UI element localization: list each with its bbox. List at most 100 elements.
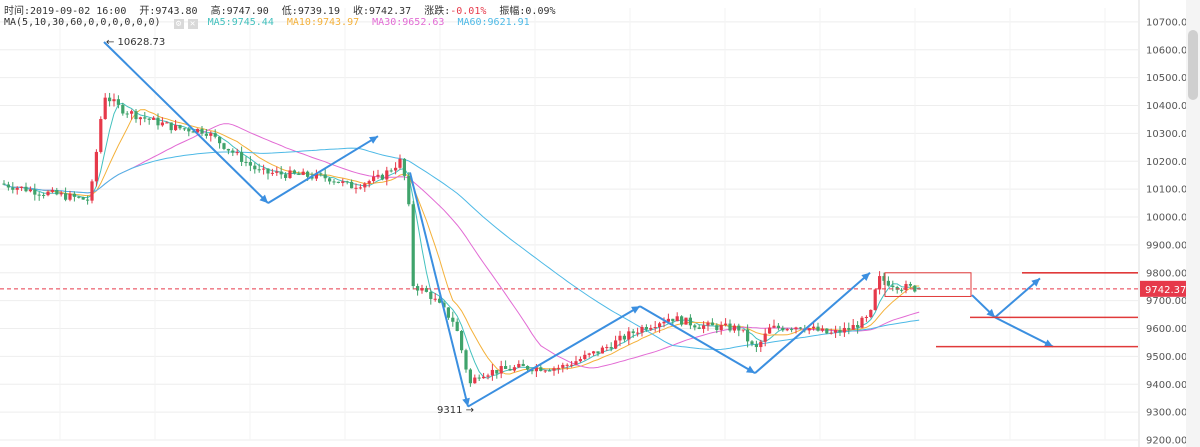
- scrollbar-track[interactable]: [1186, 0, 1200, 447]
- candle-body: [112, 99, 116, 102]
- candle-body: [345, 181, 349, 183]
- candle-body: [152, 117, 156, 120]
- candle-body: [680, 316, 684, 325]
- open-label: 开:9743.80: [139, 6, 198, 17]
- candle-body: [570, 364, 574, 366]
- candle-body: [389, 170, 393, 172]
- amplitude-label: 振幅:0.09%: [499, 6, 556, 17]
- y-tick-label: 9500.00: [1146, 352, 1187, 363]
- trend-arrow: [409, 172, 469, 407]
- candle-body: [596, 351, 600, 354]
- candle-body: [372, 176, 376, 182]
- candle-body: [288, 170, 292, 178]
- time-label: 时间:2019-09-02 16:00: [4, 6, 127, 17]
- candle-body: [323, 174, 327, 179]
- candle-body: [24, 186, 28, 192]
- candle-body: [262, 168, 266, 170]
- settings-icon[interactable]: ⚙: [173, 19, 184, 29]
- arrow-head: [986, 308, 995, 318]
- candle-body: [94, 151, 98, 182]
- close-label: 收:9742.37: [353, 6, 412, 17]
- candle-body: [301, 171, 305, 175]
- candle-body: [719, 325, 723, 330]
- candle-body: [187, 128, 191, 132]
- trend-arrow: [103, 41, 269, 204]
- candle-body: [55, 189, 59, 195]
- arrow-head: [369, 136, 378, 144]
- arrow-head: [631, 306, 640, 314]
- candle-body: [178, 125, 182, 129]
- candle-body: [644, 327, 648, 330]
- candle-body: [209, 133, 213, 136]
- candle-body: [156, 117, 160, 126]
- candle-body: [310, 176, 314, 179]
- trend-arrow: [754, 272, 871, 374]
- candle-body: [662, 321, 666, 324]
- y-tick-label: 9800.00: [1146, 268, 1187, 279]
- candle-body: [380, 174, 384, 180]
- close-icon[interactable]: ✕: [187, 19, 198, 29]
- ma60-label: MA60:9621.91: [457, 17, 530, 28]
- candle-body: [116, 99, 120, 105]
- trend-arrow: [267, 135, 379, 204]
- candle-body: [385, 170, 389, 180]
- candle-body: [693, 325, 697, 328]
- candle-body: [438, 298, 442, 303]
- candle-body: [900, 289, 904, 291]
- candle-body: [6, 184, 10, 188]
- candle-body: [592, 351, 596, 354]
- candle-body: [798, 327, 802, 329]
- candle-body: [222, 143, 226, 149]
- scrollbar-thumb[interactable]: [1188, 30, 1198, 100]
- candle-body: [68, 193, 72, 200]
- ma60-line: [3, 147, 920, 351]
- candle-body: [160, 122, 164, 126]
- candle-body: [807, 328, 811, 331]
- candle-body: [658, 323, 662, 328]
- candle-body: [394, 167, 398, 171]
- candle-body: [521, 363, 525, 367]
- candle-body: [864, 316, 868, 318]
- candle-body: [244, 161, 248, 163]
- y-tick-label: 10200.00: [1146, 157, 1194, 168]
- candle-body: [442, 302, 446, 308]
- candle-body: [169, 122, 173, 131]
- candle-body: [402, 158, 406, 176]
- candle-body: [649, 327, 653, 330]
- candle-body: [622, 335, 626, 340]
- trend-arrow: [994, 277, 1041, 319]
- candle-body: [495, 369, 499, 374]
- candle-body: [530, 369, 534, 372]
- candle-body: [504, 366, 508, 369]
- candle-body: [490, 369, 494, 376]
- candle-body: [37, 194, 41, 196]
- candle-body: [724, 323, 728, 326]
- candle-body: [627, 331, 631, 340]
- arrow-head: [462, 397, 470, 407]
- candle-body: [165, 122, 169, 124]
- candle-body: [526, 366, 530, 370]
- candle-body: [640, 327, 644, 333]
- candle-body: [455, 321, 459, 331]
- current-price-tag: [1140, 280, 1190, 297]
- candle-body: [618, 335, 622, 341]
- candle-body: [108, 97, 112, 102]
- highlight-box: [884, 272, 972, 297]
- candle-body: [81, 197, 85, 200]
- candle-body: [191, 131, 195, 133]
- candle-body: [363, 183, 367, 188]
- candle-body: [138, 117, 142, 120]
- candle-body: [376, 174, 380, 177]
- candle-body: [213, 133, 217, 137]
- candle-body: [332, 181, 336, 183]
- candle-body: [776, 325, 780, 328]
- candle-body: [838, 330, 842, 333]
- candle-body: [508, 368, 512, 371]
- candle-body: [737, 325, 741, 331]
- candle-body: [235, 152, 239, 154]
- candle-body: [860, 317, 864, 328]
- candle-body: [196, 128, 200, 133]
- candle-body: [605, 347, 609, 349]
